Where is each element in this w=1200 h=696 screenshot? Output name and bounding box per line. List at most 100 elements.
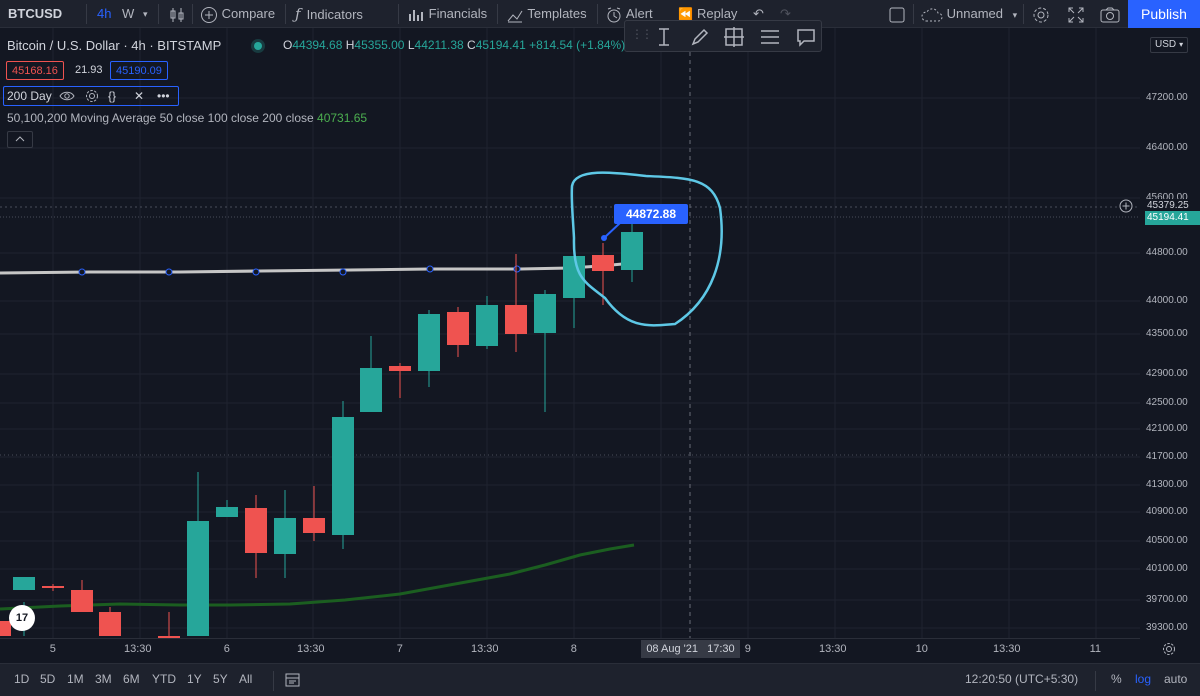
alert-label: Alert <box>625 6 653 21</box>
text-cursor-icon[interactable] <box>653 26 675 48</box>
percent-toggle[interactable]: % <box>1111 672 1122 686</box>
divider <box>158 4 159 24</box>
candle-body <box>13 577 35 590</box>
goto-date-icon[interactable] <box>285 672 301 688</box>
ma-legend[interactable]: 50,100,200 Moving Average 50 close 100 c… <box>7 111 367 125</box>
ohlc-values: O44394.68 H45355.00 L44211.38 C45194.41 … <box>283 38 625 52</box>
time-tick-label: 13:30 <box>993 643 1021 655</box>
timeframe-weekly[interactable]: W <box>122 6 135 21</box>
alarm-clock-icon <box>607 7 621 23</box>
compare-button[interactable]: Compare <box>200 0 275 28</box>
buy-price-button[interactable]: 45190.09 <box>110 61 168 80</box>
price-tick-label: 40900.00 <box>1146 506 1188 517</box>
indicators-button[interactable]: ƒ Indicators <box>295 0 363 28</box>
alert-button[interactable]: Alert <box>605 0 653 28</box>
range-button-6m[interactable]: 6M <box>123 672 140 686</box>
low-value: 44211.38 <box>414 38 464 52</box>
templates-label: Templates <box>527 6 587 21</box>
candle-body <box>71 590 93 612</box>
ma-value: 40731.65 <box>317 111 368 125</box>
candle-body <box>476 305 498 346</box>
ma-name: 50,100,200 Moving Average <box>7 111 157 125</box>
chevron-down-icon[interactable]: ▾ <box>143 9 148 19</box>
ma-slow-line <box>0 543 635 611</box>
templates-button[interactable]: Templates <box>506 0 587 28</box>
gear-icon[interactable] <box>1031 0 1051 28</box>
code-braces-icon[interactable]: {} <box>108 89 117 103</box>
close-icon[interactable]: ✕ <box>134 89 145 103</box>
publish-button[interactable]: Publish <box>1128 0 1200 28</box>
market-status-dot[interactable] <box>254 42 262 50</box>
symbol-search[interactable]: BTCUSD <box>8 6 63 21</box>
range-button-1m[interactable]: 1M <box>67 672 84 686</box>
time-tick-label: 13:30 <box>471 643 499 655</box>
redo-icon[interactable]: ↷ <box>780 6 791 21</box>
drawing-overlays <box>570 171 723 327</box>
more-options-icon[interactable]: ••• <box>157 89 170 103</box>
drag-handle[interactable]: ⋮⋮ <box>631 27 653 41</box>
candle-body <box>592 255 614 271</box>
spread-value: 21.93 <box>75 64 103 76</box>
camera-icon[interactable] <box>1100 0 1120 28</box>
replay-label: Replay <box>696 6 738 21</box>
candle-body <box>621 232 643 270</box>
tradingview-logo[interactable]: 17 <box>9 605 35 631</box>
symbol-legend-title[interactable]: Bitcoin / U.S. Dollar · 4h · BITSTAMP <box>7 38 222 53</box>
price-tick-label: 42900.00 <box>1146 368 1188 379</box>
comment-icon[interactable] <box>795 26 817 48</box>
replay-button[interactable]: ⏪ Replay <box>678 0 737 28</box>
price-scale[interactable]: 47200.00 46400.00 45600.00 44800.00 44000.00… <box>1140 28 1200 638</box>
gear-icon[interactable] <box>84 87 100 110</box>
range-button-all[interactable]: All <box>239 672 253 686</box>
auto-toggle[interactable]: auto <box>1164 672 1188 686</box>
range-button-5y[interactable]: 5Y <box>213 672 228 686</box>
anchor-point <box>339 268 347 276</box>
price-tick-label: 39700.00 <box>1146 594 1188 605</box>
candle-body <box>274 518 296 554</box>
chevron-down-icon: ▾ <box>1179 40 1184 49</box>
divider <box>597 4 598 24</box>
price-callout[interactable]: 44872.88 <box>614 204 688 224</box>
range-button-1d[interactable]: 1D <box>14 672 30 686</box>
price-chart[interactable] <box>0 28 1140 638</box>
time-axis[interactable]: 5 13:30 6 13:30 7 13:30 8 9 13:30 10 13:30 11 <box>0 638 1140 660</box>
fullscreen-icon[interactable] <box>1067 0 1085 28</box>
eye-icon[interactable] <box>59 87 75 110</box>
layout-name: Unnamed <box>946 6 1003 21</box>
indicator-label: 200 Day <box>7 89 52 103</box>
range-button-1y[interactable]: 1Y <box>187 672 202 686</box>
fullscreen-square-icon[interactable] <box>888 0 906 28</box>
collapse-legend-button[interactable] <box>7 131 33 148</box>
low-label: L <box>407 38 415 52</box>
log-toggle[interactable]: log <box>1135 672 1152 686</box>
indicator-legend-row[interactable]: 200 Day {} ✕ ••• <box>3 86 179 106</box>
high-label: H <box>345 38 355 52</box>
line-style-icon[interactable] <box>759 26 781 48</box>
time-tick-label: 13:30 <box>819 643 847 655</box>
financials-button[interactable]: Financials <box>407 0 487 28</box>
sell-price-button[interactable]: 45168.16 <box>6 61 64 80</box>
currency-selector[interactable]: USD ▾ <box>1150 37 1188 53</box>
undo-icon[interactable]: ↶ <box>753 6 764 21</box>
last-price-label: 45194.41 <box>1145 211 1200 225</box>
price-tick-label: 44000.00 <box>1146 295 1188 306</box>
clock[interactable]: 12:20:50 (UTC+5:30) <box>965 672 1079 686</box>
layout-menu[interactable]: Unnamed ▾ <box>921 0 1017 28</box>
price-tick-label: 39300.00 <box>1146 622 1188 633</box>
crosshair-grid-icon[interactable] <box>723 26 745 48</box>
range-button-3m[interactable]: 3M <box>95 672 112 686</box>
axis-settings-gear-icon[interactable] <box>1161 641 1177 657</box>
alert-price-label[interactable]: 45379.25 <box>1145 199 1200 213</box>
candles-icon[interactable] <box>168 0 186 28</box>
bottom-toolbar: 1D 5D 1M 3M 6M YTD 1Y 5Y All 12:20:50 (UTC+5:30)… <box>0 663 1200 696</box>
divider <box>273 671 274 691</box>
open-value: 44394.68 <box>292 38 343 52</box>
divider <box>497 4 498 24</box>
pencil-icon[interactable] <box>689 26 711 48</box>
range-button-5d[interactable]: 5D <box>40 672 56 686</box>
timeframe-4h[interactable]: 4h <box>97 6 112 21</box>
candle-body <box>99 612 121 636</box>
anchor-point <box>252 268 260 276</box>
range-button-ytd[interactable]: YTD <box>152 672 176 686</box>
add-alert-plus-icon[interactable] <box>1119 199 1133 213</box>
